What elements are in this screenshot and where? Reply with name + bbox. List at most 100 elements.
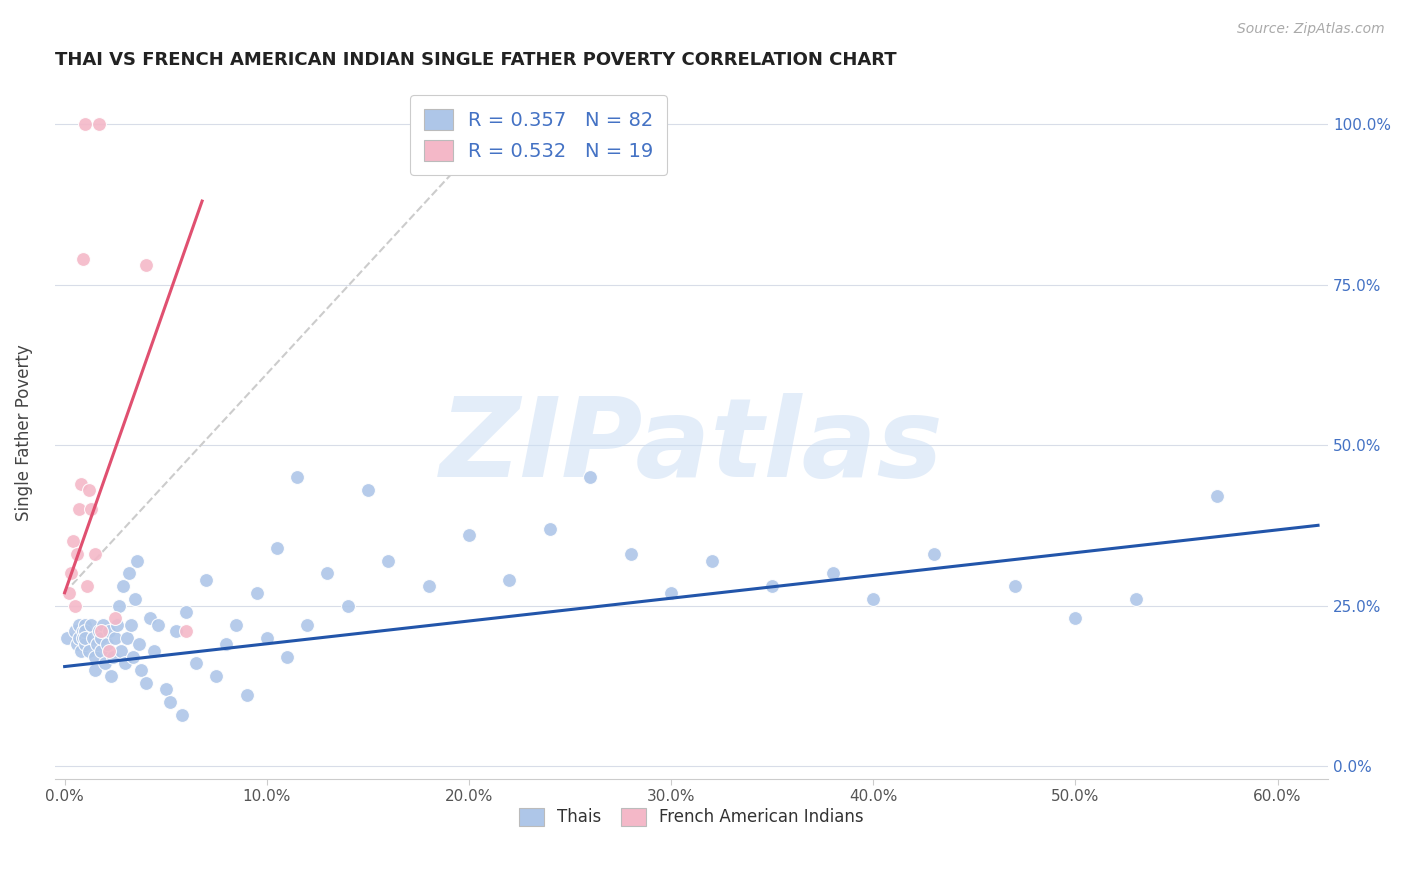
Point [297, 617, 319, 632]
Text: ZIPatlas: ZIPatlas [440, 392, 943, 500]
Point [77, 483, 100, 497]
Point [67, 617, 90, 632]
Point [114, 657, 136, 671]
Point [77, 643, 100, 657]
Text: Source: ZipAtlas.com: Source: ZipAtlas.com [1237, 22, 1385, 37]
Point [620, 547, 643, 561]
Point [1004, 579, 1026, 593]
Point [128, 637, 150, 651]
Point [73, 624, 96, 639]
Point [63, 599, 86, 613]
Point [94, 657, 117, 671]
Point [134, 675, 156, 690]
Point [110, 643, 132, 657]
Point [90, 624, 112, 639]
Point [184, 657, 207, 671]
Point [72, 252, 94, 266]
Point [73, 117, 96, 131]
Point [1206, 490, 1229, 504]
Point [316, 566, 339, 581]
Point [170, 707, 193, 722]
Point [96, 637, 118, 651]
Point [117, 631, 139, 645]
Point [142, 643, 165, 657]
Point [104, 611, 127, 625]
Point [538, 522, 561, 536]
Point [134, 258, 156, 272]
Point [205, 669, 228, 683]
Point [84, 649, 107, 664]
Point [659, 585, 682, 599]
Point [98, 624, 121, 639]
Point [80, 617, 103, 632]
Point [922, 547, 945, 561]
Point [55, 631, 77, 645]
Point [108, 599, 131, 613]
Point [418, 579, 440, 593]
Point [72, 631, 94, 645]
Y-axis label: Single Father Poverty: Single Father Poverty [15, 343, 32, 521]
Point [86, 637, 108, 651]
Point [155, 681, 177, 696]
Point [84, 663, 107, 677]
Point [174, 605, 197, 619]
Point [225, 617, 247, 632]
Point [87, 117, 110, 131]
Point [91, 617, 114, 632]
Point [62, 534, 84, 549]
Point [579, 470, 602, 484]
Point [98, 643, 121, 657]
Point [82, 631, 104, 645]
Point [59, 566, 82, 581]
Point [215, 637, 238, 651]
Point [285, 470, 308, 484]
Point [700, 554, 723, 568]
Point [138, 611, 160, 625]
Point [246, 585, 269, 599]
Text: THAI VS FRENCH AMERICAN INDIAN SINGLE FATHER POVERTY CORRELATION CHART: THAI VS FRENCH AMERICAN INDIAN SINGLE FA… [55, 51, 896, 69]
Point [104, 631, 127, 645]
Point [90, 643, 112, 657]
Point [256, 631, 278, 645]
Point [100, 669, 122, 683]
Point [1064, 611, 1087, 625]
Point [118, 566, 141, 581]
Point [84, 547, 107, 561]
Point [67, 631, 90, 645]
Point [80, 502, 103, 516]
Point [127, 554, 149, 568]
Point [76, 579, 98, 593]
Point [165, 624, 187, 639]
Point [235, 689, 257, 703]
Point [195, 573, 218, 587]
Point [124, 592, 146, 607]
Legend: Thais, French American Indians: Thais, French American Indians [512, 801, 870, 833]
Point [498, 573, 520, 587]
Point [66, 547, 89, 561]
Point [66, 637, 89, 651]
Point [276, 649, 298, 664]
Point [1125, 592, 1147, 607]
Point [266, 541, 288, 555]
Point [90, 631, 112, 645]
Point [63, 624, 86, 639]
Point [69, 643, 91, 657]
Point [58, 585, 80, 599]
Point [72, 624, 94, 639]
Point [87, 624, 110, 639]
Point [377, 554, 399, 568]
Point [159, 695, 181, 709]
Point [73, 637, 96, 651]
Point [69, 476, 91, 491]
Point [67, 502, 90, 516]
Point [105, 617, 128, 632]
Point [122, 649, 145, 664]
Point [73, 617, 96, 632]
Point [761, 579, 783, 593]
Point [101, 649, 124, 664]
Point [458, 528, 481, 542]
Point [821, 566, 844, 581]
Point [174, 624, 197, 639]
Point [120, 617, 142, 632]
Point [862, 592, 884, 607]
